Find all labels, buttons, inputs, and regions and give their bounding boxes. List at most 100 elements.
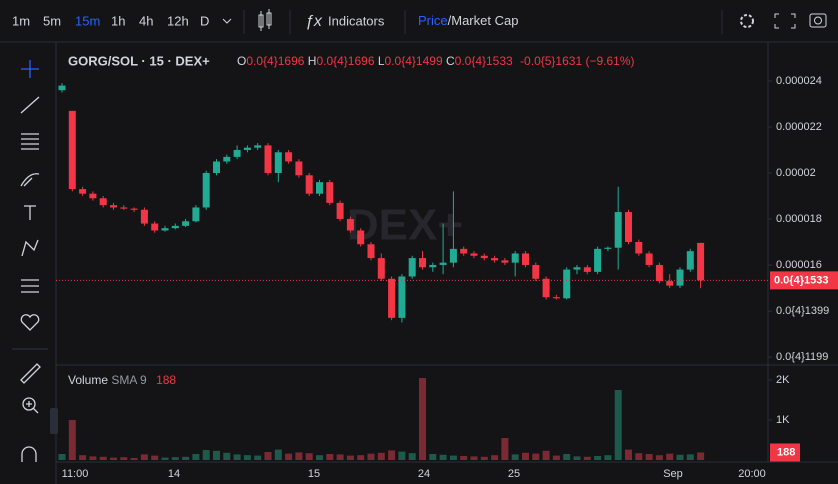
interval[interactable]: 4h [139, 13, 153, 28]
price-toggle[interactable]: Price/Market Cap [418, 13, 518, 28]
volume-bar [552, 455, 560, 460]
candle-body [655, 264, 663, 282]
candle-body [223, 156, 231, 162]
volume-bar [676, 454, 684, 460]
volume-bar [522, 452, 529, 460]
time-label: 25 [508, 468, 520, 480]
volume-bar [614, 390, 622, 460]
ohlc-legend: O0.0{4}1696 H0.0{4}1696 L0.0{4}1499 C0.0… [237, 54, 634, 68]
candle-body [480, 255, 488, 259]
collapse-handle[interactable] [50, 408, 58, 434]
volume-bars [58, 378, 705, 460]
ohlc-value: 0.0{4}1499 [385, 54, 443, 68]
time-label: Sep [663, 468, 683, 480]
last-volume-label: 188 [777, 446, 795, 458]
candle-body [58, 85, 66, 91]
indicators-button[interactable]: Indicators [328, 13, 385, 28]
candle-body [542, 278, 550, 298]
screenshot-icon[interactable] [809, 13, 827, 28]
fx-icon[interactable]: ƒx [305, 13, 323, 30]
candle-body [449, 248, 457, 263]
volume-bar [388, 450, 396, 460]
interval[interactable]: 1h [111, 13, 125, 28]
candle-body [460, 248, 468, 254]
volume-name: Volume [68, 373, 108, 387]
fullscreen-icon[interactable] [774, 13, 796, 29]
fib-tool[interactable] [21, 133, 39, 150]
ohlc-key: H [308, 54, 317, 68]
candle-body [192, 207, 200, 222]
candle-body [398, 276, 406, 318]
volume-tick-label: 1K [776, 414, 790, 426]
volume-bar [192, 454, 200, 460]
volume-bar [697, 452, 705, 460]
time-label: 24 [418, 468, 430, 480]
candle-body [254, 145, 262, 148]
crosshair-tool[interactable] [21, 60, 39, 78]
change-value: -0.0{5}1631 (−9.61%) [520, 54, 634, 68]
measure-tool[interactable] [21, 279, 39, 293]
zoom-tool[interactable] [22, 397, 36, 411]
volume-bar [161, 457, 169, 460]
candle-body [522, 253, 529, 265]
magnet-tool[interactable] [21, 446, 37, 462]
candle-body [202, 172, 210, 208]
interval[interactable]: 5m [43, 13, 61, 28]
candle-body [552, 297, 560, 299]
ohlc-key: O [237, 54, 246, 68]
y-tick-label: 0.0{4}1199 [776, 351, 828, 363]
volume-bar [120, 457, 128, 460]
volume-bar [58, 454, 66, 460]
candle-body [697, 242, 705, 281]
watermark: DEX+ [347, 201, 463, 250]
candle-body [110, 205, 117, 208]
volume-bar [357, 455, 365, 460]
ruler-tool[interactable] [20, 363, 41, 384]
line-tool[interactable] [20, 96, 40, 114]
volume-bar [285, 453, 293, 460]
top-toolbar: 1m 5m 15m 1h 4h 12h D ƒx Indicators Pric… [12, 9, 827, 34]
candle-body [357, 230, 365, 245]
volume-bar [110, 457, 117, 460]
brush-tool[interactable] [20, 173, 40, 187]
interval[interactable]: 12h [167, 13, 189, 28]
ohlc-key: L [378, 54, 385, 68]
interval-active[interactable]: 15m [75, 13, 100, 28]
y-tick-label: 0.000018 [776, 213, 822, 225]
candle-body [316, 182, 323, 194]
candle-body [686, 251, 694, 270]
candle-body [501, 260, 509, 263]
candle-body [161, 228, 169, 231]
volume-bar [563, 454, 571, 460]
price-option[interactable]: Price [418, 13, 448, 28]
candle-body [346, 218, 354, 231]
candle-body [676, 269, 684, 286]
volume-bar [645, 454, 653, 460]
pattern-tool[interactable] [21, 239, 39, 257]
dropdown-icon[interactable] [222, 18, 232, 24]
candle-body [140, 209, 148, 224]
interval[interactable]: 1m [12, 13, 30, 28]
volume-bar [295, 452, 303, 460]
text-tool[interactable] [24, 205, 36, 220]
last-price-box [770, 271, 838, 290]
interval[interactable]: D [200, 13, 209, 28]
candle-body [182, 221, 190, 226]
candle-body [377, 258, 385, 279]
y-tick-label: 0.000016 [776, 259, 822, 271]
zoom-tool-detail [26, 401, 39, 414]
volume-bar [501, 438, 509, 460]
volume-bar [182, 456, 190, 460]
settings-icon[interactable] [740, 14, 754, 28]
candle-body [604, 247, 612, 249]
volume-bar [491, 455, 499, 460]
volume-bar [460, 456, 468, 460]
volume-bar [254, 455, 262, 460]
candle-body [573, 267, 581, 270]
favorite-tool[interactable] [20, 314, 40, 331]
candle-icon[interactable] [258, 9, 272, 31]
ohlc-value: 0.0{4}1533 [455, 54, 513, 68]
market-cap-option[interactable]: Market Cap [451, 13, 518, 28]
volume-bar [223, 452, 231, 460]
last-volume-box [770, 443, 800, 462]
